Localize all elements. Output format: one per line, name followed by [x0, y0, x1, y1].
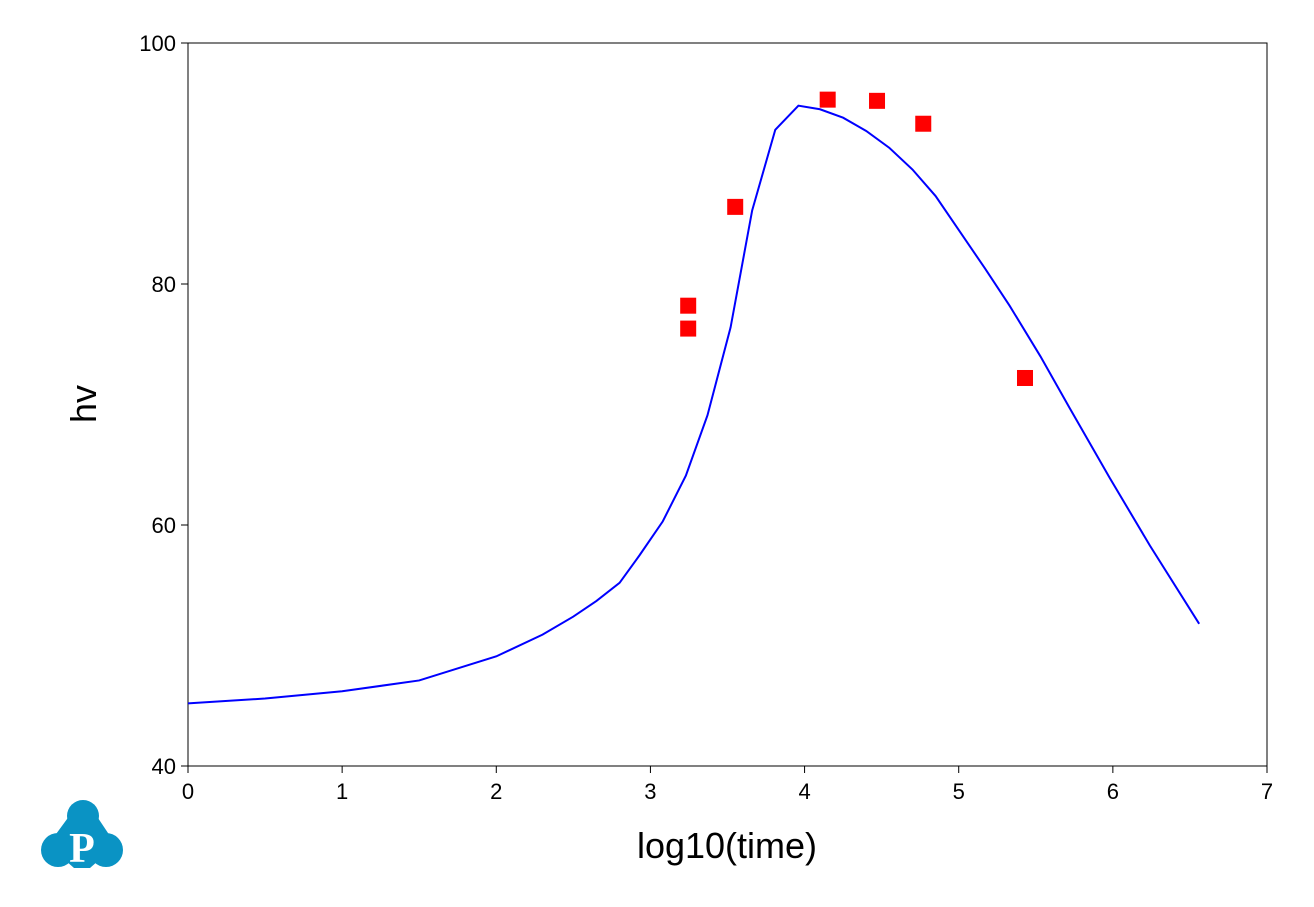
data-point — [1016, 369, 1033, 386]
data-point — [680, 320, 697, 337]
y-tick-label: 60 — [152, 513, 176, 538]
x-axis-label: log10(time) — [637, 825, 817, 866]
x-tick-label: 7 — [1261, 779, 1273, 804]
x-tick-label: 1 — [336, 779, 348, 804]
x-tick-label: 3 — [644, 779, 656, 804]
y-tick-label: 80 — [152, 272, 176, 297]
x-tick-label: 5 — [953, 779, 965, 804]
x-tick-label: 6 — [1107, 779, 1119, 804]
y-tick-label: 100 — [139, 31, 176, 56]
data-point — [819, 91, 836, 108]
x-tick-label: 4 — [798, 779, 810, 804]
y-tick-label: 40 — [152, 754, 176, 779]
logo: P — [41, 800, 123, 872]
x-tick-label: 2 — [490, 779, 502, 804]
data-point — [915, 115, 932, 132]
plot-area — [187, 42, 1268, 767]
svg-text:P: P — [69, 826, 95, 872]
data-point — [680, 297, 697, 314]
model-line — [187, 104, 1201, 705]
data-point — [727, 198, 744, 215]
x-tick-label: 0 — [182, 779, 194, 804]
y-axis-label: hv — [63, 385, 104, 423]
data-point — [869, 92, 886, 109]
